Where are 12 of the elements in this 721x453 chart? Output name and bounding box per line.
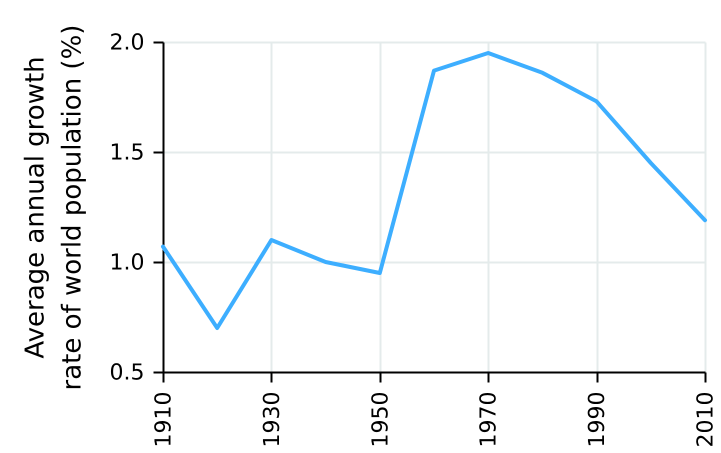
x-tick-label: 2010	[694, 392, 718, 448]
x-tick-label: 1970	[476, 392, 502, 448]
x-tick-label: 1990	[585, 392, 610, 448]
y-axis-title: Average annual growth rate of world population (%)	[20, 24, 88, 390]
y-tick-label: 2.0	[110, 30, 144, 56]
y-tick-label: 1.0	[110, 250, 144, 276]
y-tick-label: 0.5	[110, 360, 144, 386]
x-tick-label: 1950	[368, 392, 394, 448]
x-tick-label: 1910	[152, 392, 176, 448]
y-tick-label: 1.5	[110, 140, 144, 166]
x-tick-label: 1930	[260, 392, 285, 448]
line-series	[161, 51, 707, 330]
